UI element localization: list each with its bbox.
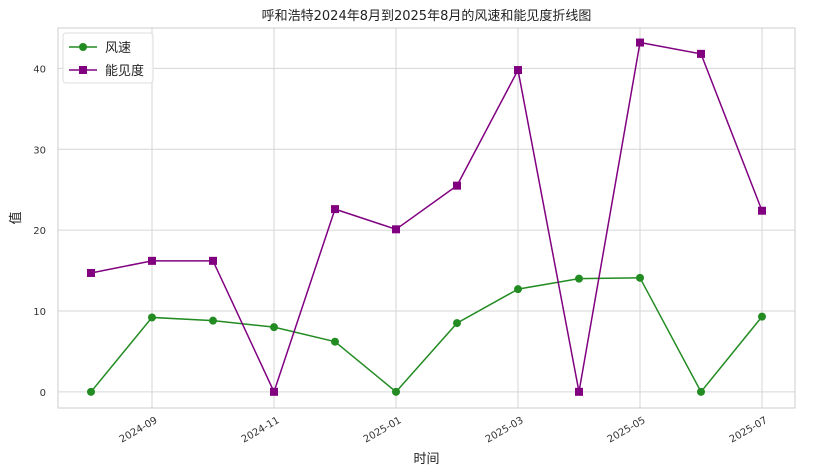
y-tick-label: 20 [33,226,46,237]
x-tick-label: 2025-07 [728,415,770,445]
data-point [209,316,217,325]
data-point [697,49,705,58]
legend-marker [79,43,87,51]
data-point [392,225,400,234]
y-axis-label: 值 [8,211,24,224]
grid-lines [58,28,795,408]
data-point [636,273,644,282]
y-tick-label: 30 [33,145,46,156]
y-tick-label: 40 [33,64,46,75]
y-tick-label: 0 [40,388,46,399]
data-point [270,323,278,332]
x-tick-label: 2025-03 [484,415,526,445]
x-axis-ticks: 2024-09 2024-11 2025-01 2025-03 2025-05 2025-… [118,415,770,445]
x-tick-label: 2025-05 [606,415,648,445]
legend-label: 能见度 [105,63,144,79]
series-line [90,41,763,394]
data-point [514,285,522,294]
legend-item: 风速 [69,41,131,56]
chart-title: 呼和浩特2024年8月到2025年8月的风速和能见度折线图 [262,8,592,24]
data-point [636,38,644,47]
series-2 [87,38,766,396]
data-point [270,387,278,396]
data-point [87,268,95,277]
y-axis-ticks: 0 10 20 30 40 [33,64,46,398]
data-point [148,256,156,265]
series-layer [87,38,766,396]
legend-label: 风速 [105,41,131,56]
data-point [453,319,461,328]
data-point [697,387,705,396]
data-point [392,387,400,396]
data-point [758,206,766,215]
data-point [514,66,522,75]
series-line [90,277,763,394]
data-point [575,274,583,283]
data-point [148,313,156,322]
x-tick-label: 2025-01 [362,415,404,445]
data-point [331,337,339,346]
data-point [453,181,461,190]
y-tick-label: 10 [33,307,46,318]
data-point [87,387,95,396]
series-1 [87,273,766,396]
legend-item: 能见度 [69,63,144,79]
data-point [209,256,217,265]
x-axis-label: 时间 [413,452,439,467]
data-point [758,312,766,321]
data-point [331,205,339,214]
legend-marker [79,66,87,74]
x-tick-label: 2024-11 [240,415,282,445]
plot-frame [57,27,796,409]
x-tick-label: 2024-09 [118,415,160,445]
data-point [575,387,583,396]
